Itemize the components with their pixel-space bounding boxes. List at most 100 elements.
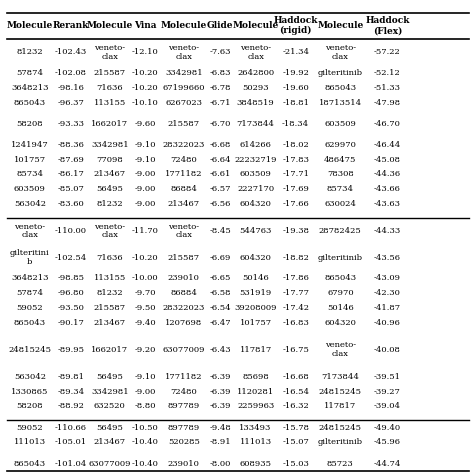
Text: -6.57: -6.57 (210, 185, 231, 193)
Text: 77098: 77098 (96, 155, 123, 164)
Text: -40.08: -40.08 (374, 346, 401, 354)
Text: -16.68: -16.68 (283, 373, 309, 381)
Text: 59052: 59052 (17, 424, 43, 431)
Text: 78308: 78308 (327, 171, 354, 179)
Text: 215587: 215587 (168, 254, 200, 262)
Text: -41.87: -41.87 (374, 304, 401, 312)
Text: 111013: 111013 (14, 438, 46, 447)
Text: 1207698: 1207698 (165, 319, 202, 327)
Text: -9.00: -9.00 (134, 185, 156, 193)
Text: -6.61: -6.61 (210, 171, 231, 179)
Text: -9.70: -9.70 (134, 289, 156, 297)
Text: veneto-
clax: veneto- clax (94, 223, 125, 239)
Text: gilteritinib: gilteritinib (318, 254, 363, 262)
Text: 28322023: 28322023 (163, 141, 205, 149)
Text: 563042: 563042 (14, 373, 46, 381)
Text: 865043: 865043 (324, 84, 356, 91)
Text: -19.60: -19.60 (283, 84, 309, 91)
Text: -10.20: -10.20 (132, 69, 158, 77)
Text: 85734: 85734 (327, 185, 354, 193)
Text: 86884: 86884 (171, 185, 197, 193)
Text: -9.10: -9.10 (134, 373, 156, 381)
Text: -15.07: -15.07 (282, 438, 309, 447)
Text: 632520: 632520 (94, 402, 126, 410)
Text: -18.82: -18.82 (282, 254, 309, 262)
Text: Haddock
(Flex): Haddock (Flex) (365, 17, 410, 35)
Text: Rerank: Rerank (53, 21, 89, 30)
Text: 486475: 486475 (324, 155, 356, 164)
Text: -6.70: -6.70 (210, 119, 231, 128)
Text: 28322023: 28322023 (163, 304, 205, 312)
Text: 117817: 117817 (324, 402, 356, 410)
Text: -96.80: -96.80 (57, 289, 84, 297)
Text: veneto-
clax: veneto- clax (240, 44, 271, 61)
Text: -6.65: -6.65 (210, 274, 231, 282)
Text: -17.83: -17.83 (282, 155, 309, 164)
Text: 50293: 50293 (242, 84, 269, 91)
Text: 71636: 71636 (96, 84, 123, 91)
Text: -51.33: -51.33 (374, 84, 401, 91)
Text: -57.22: -57.22 (374, 48, 401, 56)
Text: 520285: 520285 (168, 438, 200, 447)
Text: 72480: 72480 (171, 388, 197, 395)
Text: -10.20: -10.20 (132, 84, 158, 91)
Text: -9.00: -9.00 (134, 200, 156, 208)
Text: -9.20: -9.20 (134, 346, 156, 354)
Text: -43.63: -43.63 (374, 200, 401, 208)
Text: -6.39: -6.39 (210, 373, 231, 381)
Text: 81232: 81232 (17, 48, 43, 56)
Text: Molecule: Molecule (87, 21, 133, 30)
Text: -8.91: -8.91 (210, 438, 231, 447)
Text: -86.17: -86.17 (57, 171, 84, 179)
Text: -45.96: -45.96 (374, 438, 401, 447)
Text: -9.40: -9.40 (134, 319, 156, 327)
Text: -16.32: -16.32 (283, 402, 309, 410)
Text: 614266: 614266 (240, 141, 272, 149)
Text: 63077009: 63077009 (89, 459, 131, 467)
Text: 629970: 629970 (324, 141, 356, 149)
Text: -39.51: -39.51 (374, 373, 401, 381)
Text: 603509: 603509 (324, 119, 356, 128)
Text: 213467: 213467 (94, 438, 126, 447)
Text: 604320: 604320 (324, 319, 356, 327)
Text: 24815245: 24815245 (319, 388, 362, 395)
Text: -10.50: -10.50 (132, 424, 158, 431)
Text: -9.10: -9.10 (134, 141, 156, 149)
Text: 215587: 215587 (94, 69, 126, 77)
Text: 133493: 133493 (239, 424, 272, 431)
Text: 56495: 56495 (96, 424, 123, 431)
Text: 39208009: 39208009 (235, 304, 277, 312)
Text: 72480: 72480 (171, 155, 197, 164)
Text: 1120281: 1120281 (237, 388, 274, 395)
Text: 67970: 67970 (327, 289, 354, 297)
Text: 3342981: 3342981 (91, 141, 128, 149)
Text: -18.81: -18.81 (282, 99, 309, 107)
Text: -89.95: -89.95 (57, 346, 84, 354)
Text: 111013: 111013 (239, 438, 272, 447)
Text: -9.00: -9.00 (134, 388, 156, 395)
Text: 67199660: 67199660 (163, 84, 205, 91)
Text: -6.43: -6.43 (210, 346, 231, 354)
Text: 865043: 865043 (14, 99, 46, 107)
Text: 215587: 215587 (94, 304, 126, 312)
Text: -93.33: -93.33 (57, 119, 84, 128)
Text: -98.16: -98.16 (57, 84, 84, 91)
Text: Haddock
(rigid): Haddock (rigid) (273, 16, 318, 35)
Text: -89.34: -89.34 (57, 388, 84, 395)
Text: -110.00: -110.00 (55, 227, 87, 235)
Text: 604320: 604320 (240, 254, 272, 262)
Text: -16.75: -16.75 (282, 346, 309, 354)
Text: -17.77: -17.77 (282, 289, 309, 297)
Text: 2642800: 2642800 (237, 69, 274, 77)
Text: veneto-
clax: veneto- clax (325, 341, 356, 358)
Text: -52.12: -52.12 (374, 69, 401, 77)
Text: 2259963: 2259963 (237, 402, 274, 410)
Text: -45.08: -45.08 (374, 155, 401, 164)
Text: 6267023: 6267023 (165, 99, 202, 107)
Text: 7173844: 7173844 (321, 373, 359, 381)
Text: 239010: 239010 (168, 459, 200, 467)
Text: 213467: 213467 (94, 319, 126, 327)
Text: veneto-
clax: veneto- clax (168, 44, 200, 61)
Text: -110.66: -110.66 (55, 424, 87, 431)
Text: 3848519: 3848519 (237, 99, 274, 107)
